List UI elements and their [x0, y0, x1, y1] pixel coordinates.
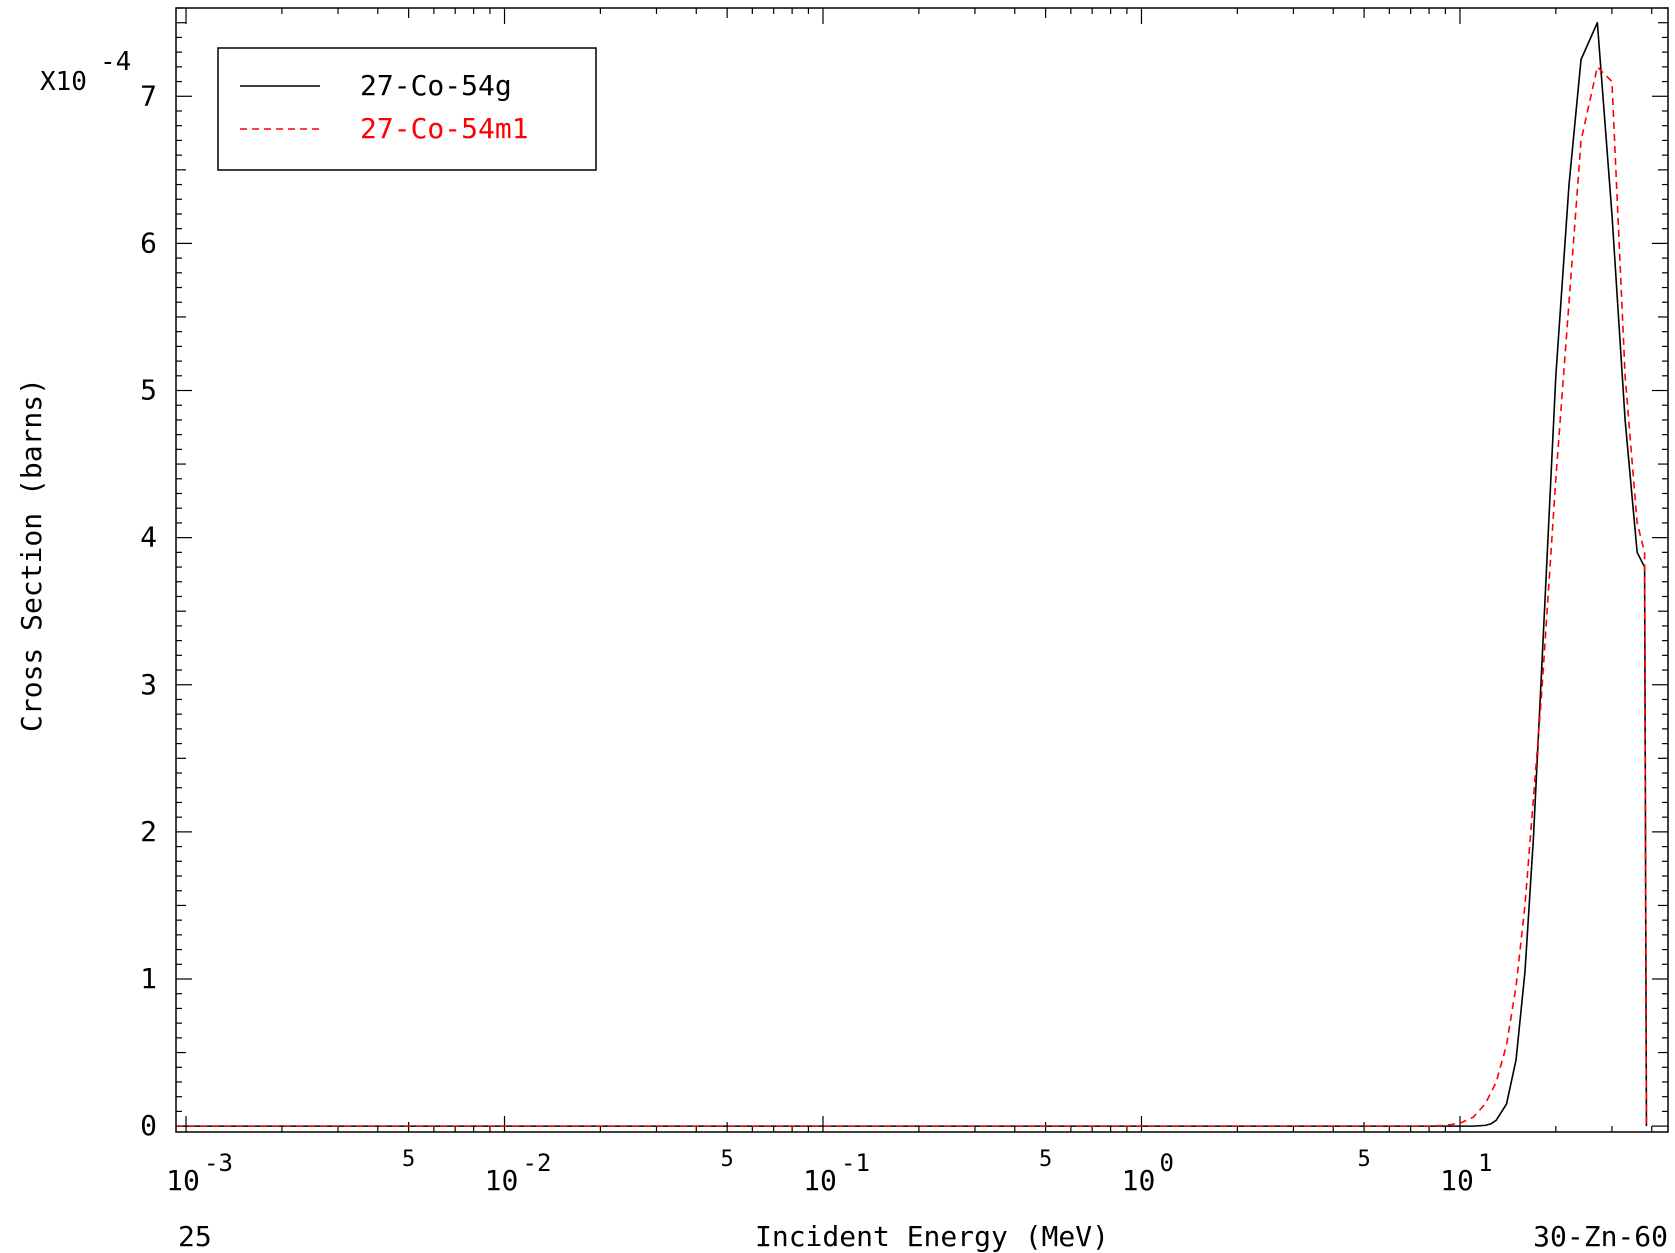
- y-multiplier-base: X10: [40, 67, 87, 97]
- axis-ticks: [176, 7, 1668, 1132]
- y-tick-label: 6: [140, 226, 157, 259]
- x-axis-label: Incident Energy (MeV): [755, 1220, 1109, 1253]
- legend-label-co54m1: 27-Co-54m1: [360, 112, 529, 145]
- plot-frame: [175, 7, 1669, 1133]
- corner-right-label: 30-Zn-60: [1533, 1220, 1668, 1253]
- x-tick-label-mid: 5: [402, 1147, 415, 1172]
- x-tick-label-exponent: -3: [204, 1149, 233, 1177]
- x-tick-label-mid: 5: [721, 1147, 734, 1172]
- x-tick-label-exponent: -1: [841, 1149, 870, 1177]
- y-tick-label: 2: [140, 815, 157, 848]
- y-tick-label: 4: [140, 521, 157, 554]
- x-tick-label-base: 10: [803, 1164, 837, 1197]
- x-tick-label-exponent: 0: [1159, 1149, 1173, 1177]
- legend-label-co54g: 27-Co-54g: [360, 69, 512, 102]
- legend-box: [217, 47, 597, 171]
- x-tick-label-base: 10: [485, 1164, 519, 1197]
- y-tick-label: 5: [140, 374, 157, 407]
- y-tick-label: 7: [140, 79, 157, 112]
- series-line-co54m1: [176, 66, 1648, 1127]
- corner-left-label: 25: [178, 1220, 212, 1253]
- x-tick-label-mid: 5: [1357, 1147, 1370, 1172]
- legend: 27-Co-54g 27-Co-54m1: [217, 47, 597, 171]
- y-tick-label: 1: [140, 962, 157, 995]
- x-tick-label-exponent: -2: [523, 1149, 552, 1177]
- x-tick-label-base: 10: [1122, 1164, 1156, 1197]
- series-lines: [176, 21, 1648, 1127]
- y-multiplier-exponent: -4: [100, 47, 131, 77]
- y-tick-label: 0: [140, 1109, 157, 1142]
- y-tick-label: 3: [140, 668, 157, 701]
- y-axis-label: Cross Section (barns): [15, 378, 48, 732]
- x-tick-label-base: 10: [1440, 1164, 1474, 1197]
- x-tick-label-base: 10: [166, 1164, 200, 1197]
- x-tick-label-exponent: 1: [1478, 1149, 1492, 1177]
- x-tick-label-mid: 5: [1039, 1147, 1052, 1172]
